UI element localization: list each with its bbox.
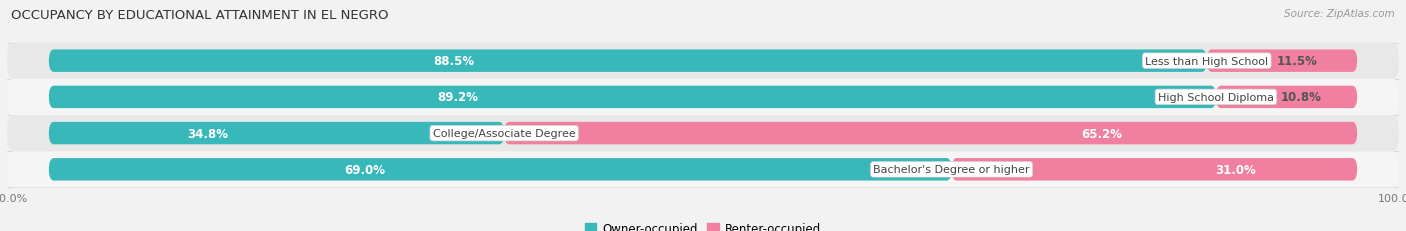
Text: 11.5%: 11.5%: [1277, 55, 1317, 68]
FancyBboxPatch shape: [49, 50, 1206, 73]
Legend: Owner-occupied, Renter-occupied: Owner-occupied, Renter-occupied: [579, 217, 827, 231]
Text: 10.8%: 10.8%: [1281, 91, 1322, 104]
FancyBboxPatch shape: [49, 158, 952, 181]
FancyBboxPatch shape: [49, 86, 1216, 109]
Text: College/Associate Degree: College/Associate Degree: [433, 128, 575, 139]
Text: 65.2%: 65.2%: [1081, 127, 1122, 140]
FancyBboxPatch shape: [952, 158, 1357, 181]
Text: Less than High School: Less than High School: [1144, 56, 1268, 66]
Text: 88.5%: 88.5%: [433, 55, 475, 68]
Text: OCCUPANCY BY EDUCATIONAL ATTAINMENT IN EL NEGRO: OCCUPANCY BY EDUCATIONAL ATTAINMENT IN E…: [11, 9, 388, 22]
Text: 89.2%: 89.2%: [437, 91, 478, 104]
Text: Source: ZipAtlas.com: Source: ZipAtlas.com: [1284, 9, 1395, 19]
FancyBboxPatch shape: [1206, 50, 1357, 73]
Text: Bachelor's Degree or higher: Bachelor's Degree or higher: [873, 165, 1029, 175]
FancyBboxPatch shape: [1216, 86, 1357, 109]
Text: 34.8%: 34.8%: [187, 127, 229, 140]
FancyBboxPatch shape: [7, 152, 1399, 188]
FancyBboxPatch shape: [7, 116, 1399, 152]
FancyBboxPatch shape: [505, 122, 1357, 145]
FancyBboxPatch shape: [49, 122, 505, 145]
FancyBboxPatch shape: [7, 43, 1399, 79]
Text: 69.0%: 69.0%: [344, 163, 385, 176]
Text: High School Diploma: High School Diploma: [1159, 92, 1274, 103]
Text: 31.0%: 31.0%: [1215, 163, 1256, 176]
FancyBboxPatch shape: [7, 79, 1399, 116]
